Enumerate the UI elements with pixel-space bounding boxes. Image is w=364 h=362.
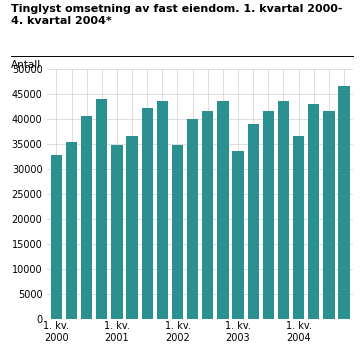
- Bar: [142, 108, 153, 319]
- Bar: [263, 111, 274, 319]
- Bar: [248, 124, 259, 319]
- Bar: [111, 145, 123, 319]
- Bar: [323, 111, 335, 319]
- Bar: [172, 145, 183, 319]
- Bar: [66, 142, 77, 319]
- Bar: [51, 155, 62, 319]
- Bar: [96, 99, 107, 319]
- Bar: [202, 111, 213, 319]
- Bar: [217, 101, 229, 319]
- Bar: [278, 101, 289, 319]
- Bar: [338, 86, 350, 319]
- Bar: [232, 151, 244, 319]
- Bar: [81, 116, 92, 319]
- Bar: [126, 136, 138, 319]
- Text: Tinglyst omsetning av fast eiendom. 1. kvartal 2000-
4. kvartal 2004*: Tinglyst omsetning av fast eiendom. 1. k…: [11, 4, 343, 26]
- Bar: [308, 104, 319, 319]
- Bar: [187, 119, 198, 319]
- Bar: [293, 136, 304, 319]
- Text: Antall: Antall: [11, 60, 41, 70]
- Bar: [157, 101, 168, 319]
